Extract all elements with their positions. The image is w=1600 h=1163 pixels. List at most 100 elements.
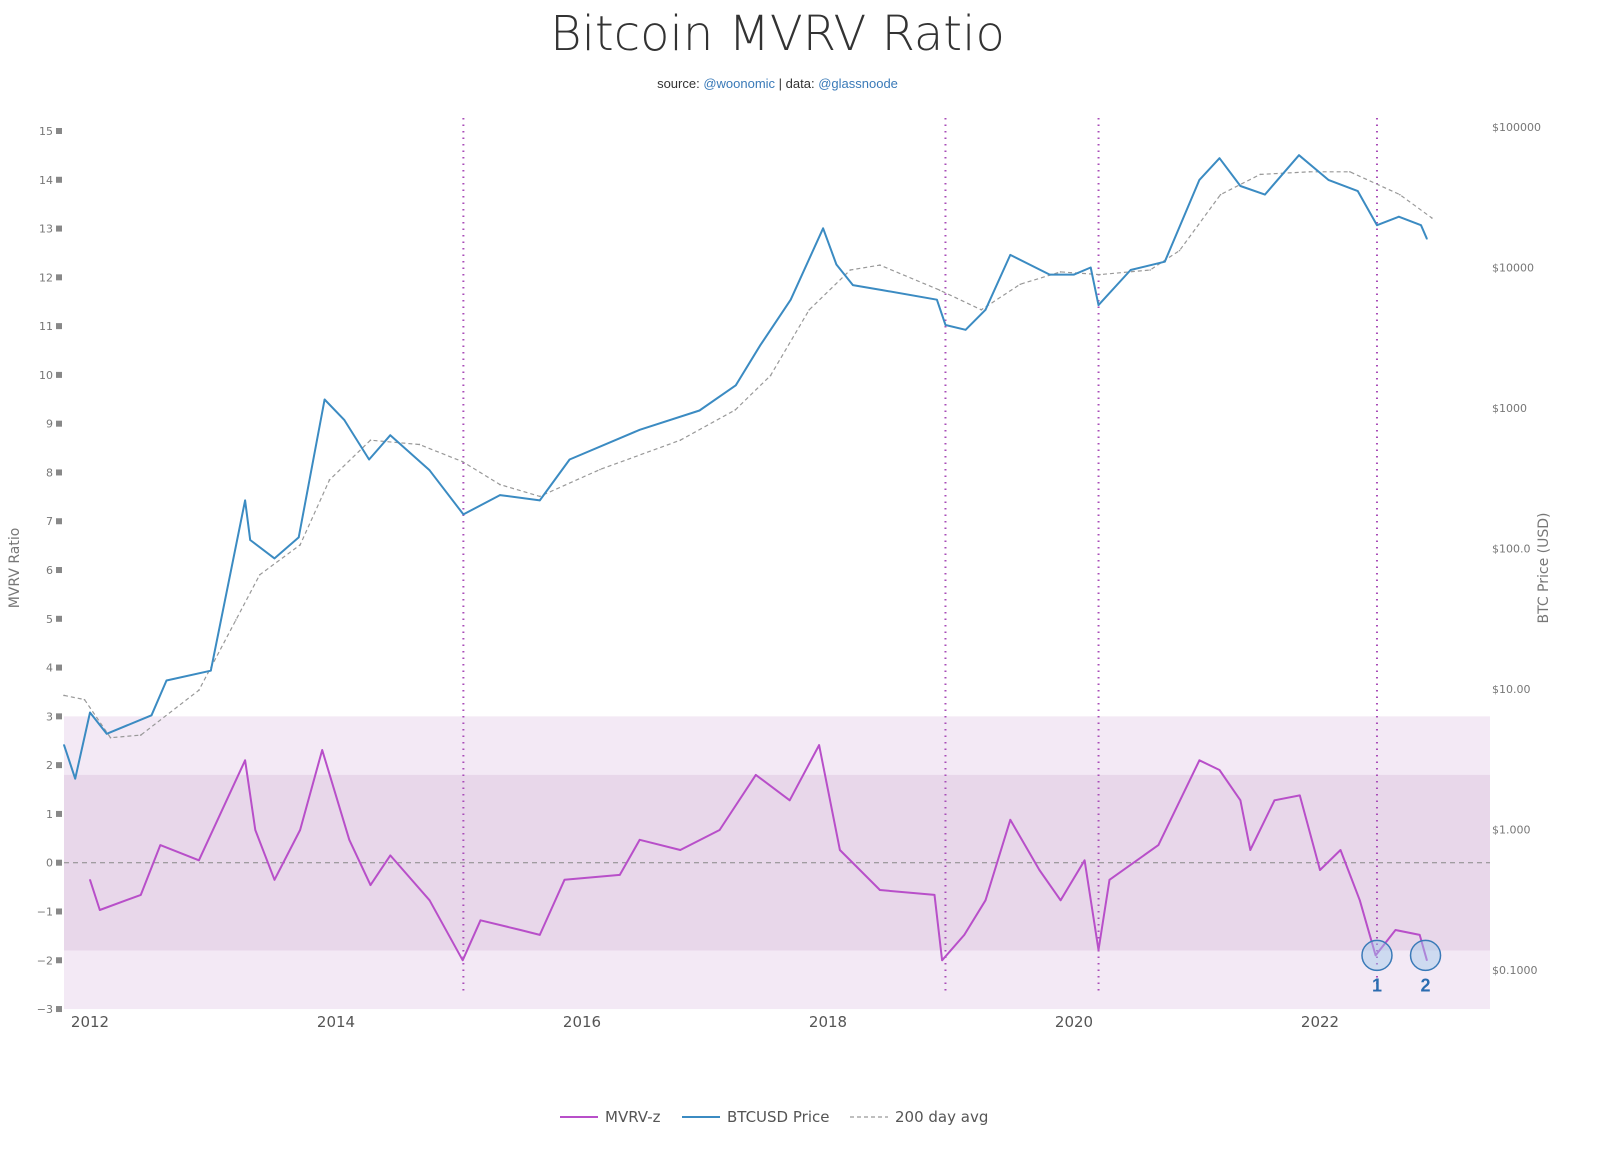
data-point <box>734 384 737 387</box>
data-point <box>1198 179 1201 181</box>
annotation-label-2: 2 <box>1421 975 1431 995</box>
y-left-tick-label: 1 <box>46 808 53 821</box>
data-point <box>1083 859 1086 862</box>
y-left-tick-mark <box>56 518 62 525</box>
data-point <box>936 298 938 301</box>
data-point <box>539 495 541 498</box>
data-point <box>235 619 237 621</box>
data-point <box>1357 190 1359 192</box>
y-right-tick-label: $1.000 <box>1492 824 1531 837</box>
data-point <box>462 513 465 516</box>
y-left-tick-mark <box>56 713 62 720</box>
data-point <box>1249 849 1252 851</box>
data-point <box>499 494 501 496</box>
subtitle-separator: | data: <box>775 76 819 91</box>
data-point <box>1394 929 1397 931</box>
data-point <box>461 959 464 962</box>
data-point <box>1009 254 1012 256</box>
y-left-tick-mark <box>56 615 62 622</box>
data-point <box>718 829 721 831</box>
y-left-tick-label: 14 <box>39 174 53 187</box>
y-right-tick-label: $0.1000 <box>1492 964 1538 977</box>
data-point <box>499 483 501 486</box>
chart-title: Bitcoin MVRV Ratio <box>550 6 1005 62</box>
y-left-tick-label: 13 <box>39 223 53 236</box>
data-point <box>879 264 881 266</box>
data-point <box>428 899 431 902</box>
legend-item: 200 day avg <box>895 1108 988 1126</box>
data-point <box>1398 215 1400 218</box>
y-left-tick-mark <box>56 274 62 281</box>
data-point <box>1426 959 1428 962</box>
data-point <box>1157 844 1160 846</box>
data-point <box>1273 799 1276 802</box>
data-point <box>98 909 101 911</box>
data-point <box>63 744 65 746</box>
y-left-tick-mark <box>56 420 62 427</box>
data-point <box>210 669 212 672</box>
data-point <box>258 573 261 576</box>
data-point <box>539 499 541 502</box>
data-point <box>1218 769 1221 771</box>
x-tick-label: 2020 <box>1055 1013 1093 1031</box>
data-point <box>754 774 757 776</box>
data-point <box>368 458 370 461</box>
data-point <box>299 544 301 546</box>
source-link[interactable]: @woonomic <box>703 76 776 91</box>
data-point <box>808 308 810 311</box>
series-line-mvrv-z <box>89 744 1428 962</box>
data-point <box>1327 179 1330 181</box>
data-point <box>852 284 854 286</box>
data-point <box>933 894 936 896</box>
data-point <box>835 263 838 266</box>
y-right-tick-label: $100.0 <box>1492 543 1531 556</box>
y-left-tick-mark <box>56 762 62 769</box>
y-left-tick-mark <box>56 225 62 232</box>
y-left-tick-label: 8 <box>46 466 53 479</box>
y-left-tick-mark <box>56 469 62 476</box>
data-point <box>839 849 841 851</box>
data-point <box>139 734 142 736</box>
data-point <box>563 878 566 881</box>
data-point <box>328 479 331 481</box>
data-point <box>1349 170 1351 173</box>
y-left-tick-mark <box>56 371 62 378</box>
data-point <box>1431 217 1433 219</box>
data-point <box>159 844 162 846</box>
y-left-tick-mark <box>56 323 62 330</box>
data-point <box>198 689 200 692</box>
data-point <box>539 934 541 936</box>
data-point <box>1259 173 1261 176</box>
data-point <box>89 878 91 881</box>
y-left-tick-label: 9 <box>46 418 53 431</box>
data-point <box>1376 224 1378 227</box>
data-link[interactable]: @glassnoode <box>818 76 898 91</box>
y-left-tick-label: 7 <box>46 515 53 528</box>
data-point <box>254 829 257 831</box>
data-point <box>244 499 246 502</box>
data-point <box>389 434 392 437</box>
data-point <box>1399 193 1401 196</box>
data-point <box>1298 154 1300 156</box>
data-point <box>944 324 947 326</box>
data-point <box>323 398 326 401</box>
data-point <box>881 289 884 291</box>
chart-subtitle: source: @woonomic | data: @glassnoode <box>0 76 1555 91</box>
data-point <box>1264 193 1266 196</box>
data-point <box>679 849 682 851</box>
y-left-tick-mark <box>56 567 62 574</box>
y-left-tick-label: 4 <box>46 662 53 675</box>
data-point <box>273 878 276 881</box>
data-point <box>822 227 824 230</box>
data-point <box>1319 869 1321 871</box>
data-point <box>389 854 392 857</box>
data-point <box>679 439 682 441</box>
data-point <box>980 308 983 311</box>
data-point <box>734 409 737 411</box>
y-left-tick-label: 3 <box>46 710 53 723</box>
y-left-tick-label: 12 <box>39 271 53 284</box>
x-tick-label: 2012 <box>71 1013 109 1031</box>
data-point <box>63 694 65 697</box>
data-point <box>165 679 168 682</box>
